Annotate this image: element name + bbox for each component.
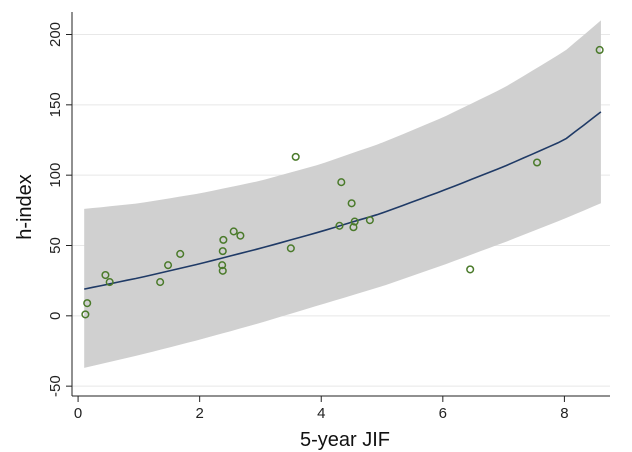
data-point [163,261,173,270]
data-point [595,45,604,55]
data-point [176,249,185,258]
x-tick-label: 0 [74,405,82,422]
data-point [229,227,238,236]
data-point [335,221,344,230]
y-tick-label: 100 [47,163,64,188]
data-point [101,270,110,280]
axes [66,12,610,402]
data-point [105,278,114,287]
y-axis-title: h-index [14,174,36,240]
x-tick-label: 2 [195,405,203,422]
data-point [218,261,227,270]
data-point [219,235,228,244]
y-tick-label: 200 [47,22,64,47]
data-point [533,158,542,167]
data-point [286,244,295,253]
data-point [466,265,475,274]
data-point [236,231,245,240]
data-point [350,217,359,226]
x-tick-label: 6 [439,405,447,422]
x-tick-label: 8 [560,405,568,422]
y-tick-label: 150 [47,92,64,117]
y-tick-label: 0 [47,312,64,320]
confidence-band [84,20,601,368]
tick-labels: -50 0 50 100 150 200 0 2 4 6 8 [47,22,569,422]
data-point [218,266,227,275]
y-tick-label: -50 [47,375,64,397]
x-tick-label: 4 [317,405,325,422]
x-axis-title: 5-year JIF [300,429,390,451]
confidence-band-layer [84,20,601,368]
data-point [337,178,346,187]
data-point [349,223,358,232]
data-points [81,45,604,319]
data-point [291,152,300,161]
data-point [365,216,374,225]
y-tick-label: 50 [47,237,64,254]
data-point [156,278,165,287]
data-point [81,310,90,319]
data-point [218,247,227,256]
data-point [83,299,92,308]
data-point [347,199,356,208]
